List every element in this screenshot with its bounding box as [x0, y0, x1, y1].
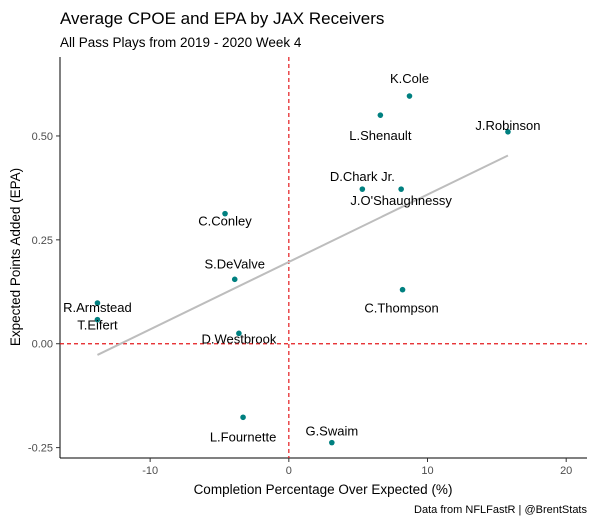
point-label: R.Armstead: [63, 300, 132, 315]
chart-subtitle: All Pass Plays from 2019 - 2020 Week 4: [60, 35, 302, 50]
point-label: C.Thompson: [364, 301, 438, 316]
chart-title: Average CPOE and EPA by JAX Receivers: [60, 9, 384, 28]
plot-area: -10 0 10 20 -0.25 0.00 0.25 0.50 K.Cole L.Shenaul…: [28, 57, 587, 477]
caption: Data from NFLFastR | @BrentStats: [414, 504, 587, 516]
point-label: K.Cole: [390, 71, 429, 86]
data-point: [399, 286, 406, 293]
data-point: [359, 186, 366, 192]
point-label: T.Eifert: [77, 318, 118, 333]
point-label: J.Robinson: [475, 118, 540, 133]
data-point: [329, 439, 335, 446]
x-tick-label: 0: [286, 465, 292, 477]
data-point: [377, 112, 384, 118]
point-label: G.Swaim: [305, 424, 358, 439]
point-label: L.Fournette: [210, 429, 277, 444]
point-label: L.Shenault: [349, 128, 412, 143]
point-label: D.Westbrook: [201, 331, 276, 346]
y-tick-label: 0.00: [32, 339, 53, 351]
data-point: [406, 93, 413, 99]
point-label: S.DeValve: [205, 256, 265, 271]
data-point: [94, 316, 101, 323]
y-axis-title: Expected Points Added (EPA): [8, 168, 23, 346]
y-tick-label: 0.25: [32, 235, 53, 247]
x-tick-label: -10: [142, 465, 158, 477]
x-tick-label: 10: [421, 465, 433, 477]
data-point: [240, 414, 246, 421]
data-point: [505, 128, 511, 135]
trend-line: [97, 154, 509, 356]
data-point: [231, 276, 238, 283]
y-tick-label: 0.50: [32, 131, 53, 143]
x-axis-title: Completion Percentage Over Expected (%): [194, 482, 453, 497]
point-label: D.Chark Jr.: [330, 169, 395, 184]
data-point: [222, 210, 228, 217]
x-tick-label: 20: [560, 465, 572, 477]
point-label: C.Conley: [198, 214, 252, 229]
point-label: J.O'Shaughnessy: [350, 193, 452, 208]
data-point: [236, 330, 242, 337]
data-point: [398, 186, 404, 192]
y-tick-label: -0.25: [28, 443, 53, 455]
data-point: [94, 300, 101, 306]
